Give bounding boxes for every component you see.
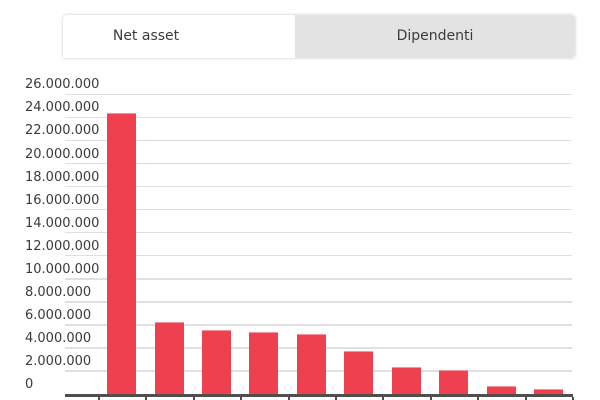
gridline [65,139,572,142]
bar[interactable] [344,350,374,395]
tab-bar: Net asset Dipendenti [63,15,575,58]
y-axis-tick-label: 12.000.000 [25,238,100,254]
y-axis-tick-label: 20.000.000 [25,146,100,162]
gridline [65,254,572,257]
x-axis-tick [524,396,527,400]
gridline [65,324,572,326]
gridline [65,278,572,280]
bar[interactable] [154,322,184,395]
y-axis-tick-label: 8.000.000 [25,284,92,300]
x-axis-line [65,394,573,397]
gridline [65,208,572,211]
y-axis-tick-label: 16.000.000 [25,192,100,208]
y-axis-tick-label: 26.000.000 [25,77,100,93]
y-axis-tick-label: 22.000.000 [25,123,100,139]
gridline [65,185,572,188]
tab-net-asset-label: Net asset [112,28,180,44]
bar[interactable] [533,388,563,395]
gridline [65,116,572,119]
gridline [65,231,572,234]
bar[interactable] [107,112,137,395]
x-axis-tick [192,396,195,400]
bar[interactable] [249,331,279,395]
y-axis-tick-label: 18.000.000 [25,169,100,185]
x-axis-tick [145,396,148,400]
y-axis-tick-label: 4.000.000 [25,330,92,346]
y-axis-tick-label: 2.000.000 [25,353,92,369]
tab-net-asset[interactable]: Net asset [63,15,295,58]
y-axis-tick-label: 10.000.000 [25,261,100,277]
tab-dipendenti-label: Dipendenti [396,28,474,44]
y-axis-tick-label: 14.000.000 [25,215,100,231]
bar[interactable] [202,330,232,395]
x-axis-tick [429,396,432,400]
x-axis-tick [477,396,480,400]
y-axis-tick-label: 24.000.000 [25,100,100,116]
bar[interactable] [439,370,469,395]
gridline [65,301,572,303]
x-axis-tick [572,396,575,400]
y-axis-tick-label: 0 [25,377,34,392]
x-axis-tick [382,396,385,400]
gridline [65,93,572,96]
x-axis-tick [97,396,100,400]
tab-dipendenti[interactable]: Dipendenti [295,15,575,58]
x-axis-tick [287,396,290,400]
x-axis-tick [335,396,338,400]
x-axis-tick [240,396,243,400]
bar[interactable] [486,385,516,395]
bar[interactable] [296,333,326,395]
bar[interactable] [391,366,421,395]
y-axis-tick-label: 6.000.000 [25,307,92,323]
gridline [65,162,572,165]
